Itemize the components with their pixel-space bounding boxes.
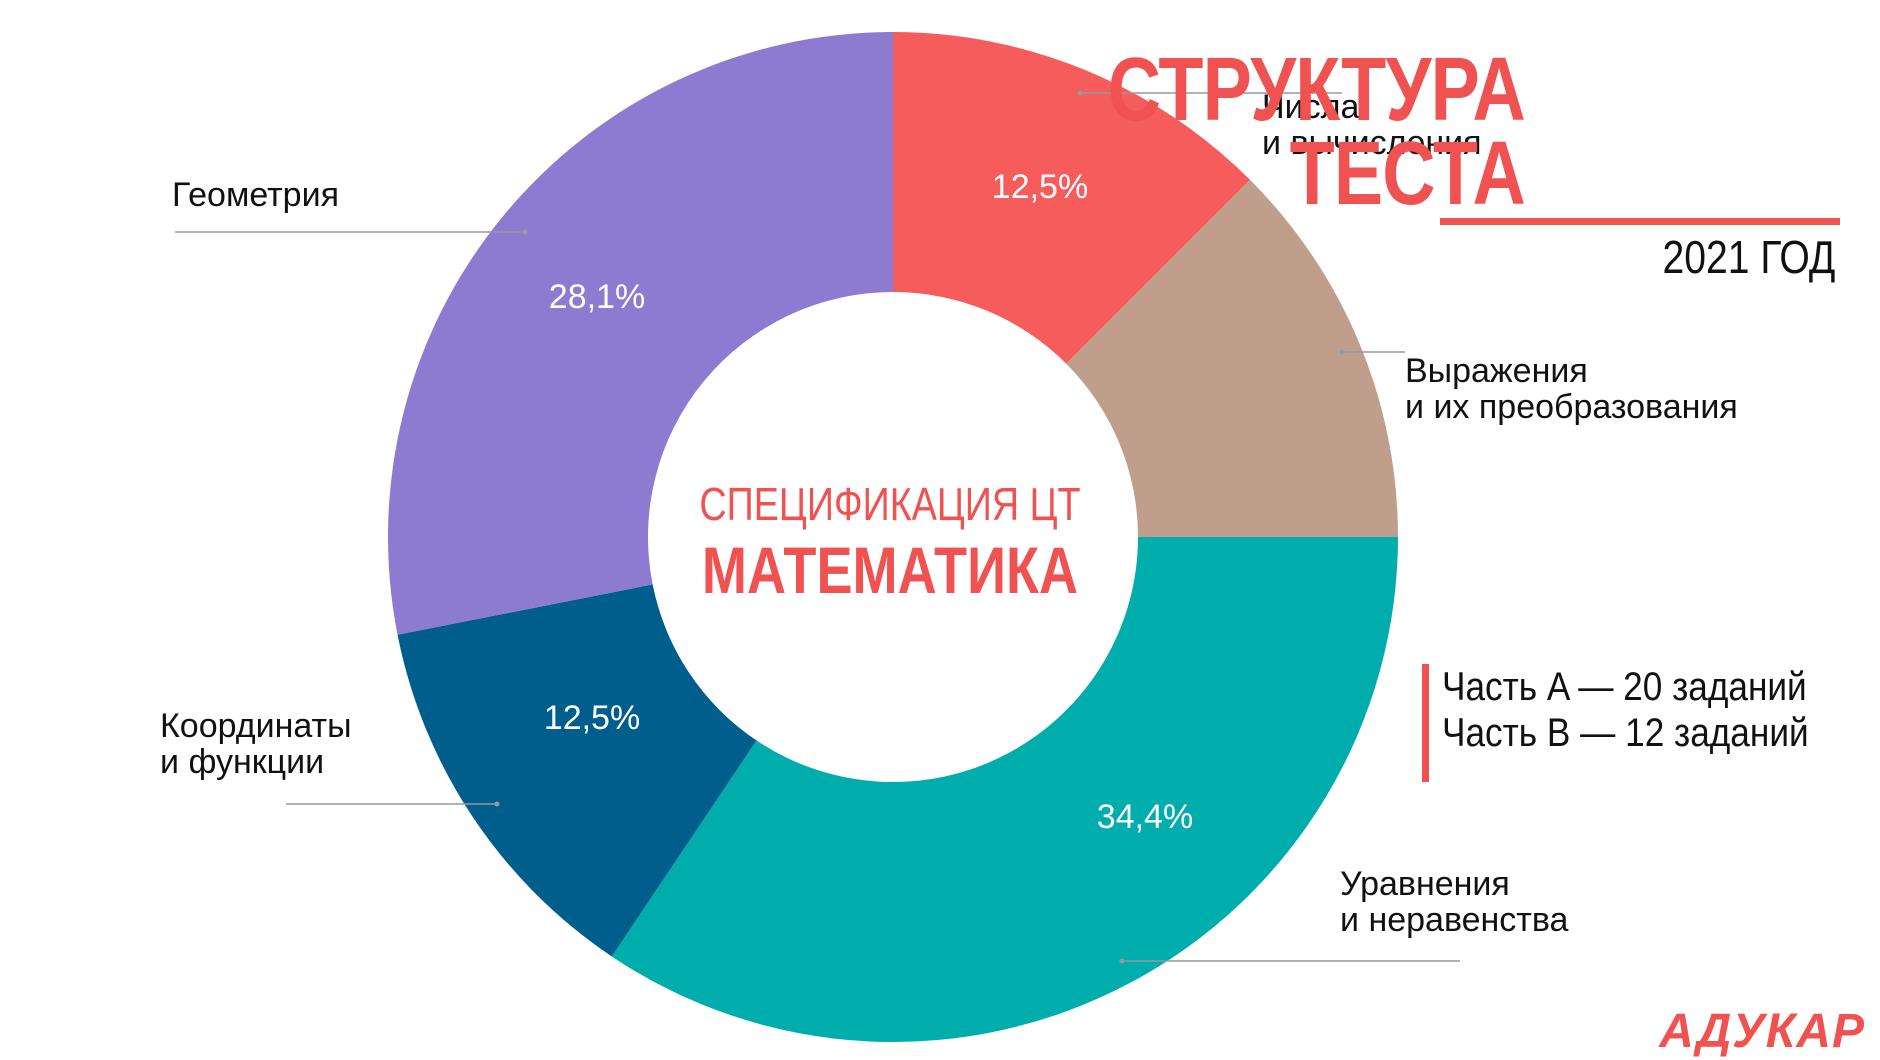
parts-accent-bar (1422, 664, 1429, 782)
center-title: МАТЕМАТИКА (701, 533, 1079, 607)
center-subtitle: СПЕЦИФИКАЦИЯ ЦТ (699, 478, 1081, 530)
adukar-logo[interactable]: АДУКАР (1659, 1005, 1865, 1058)
parts-note: Часть A — 20 заданий Часть B — 12 задани… (1422, 664, 1859, 782)
category-label-numbers: Числа и вычисления (1262, 88, 1482, 162)
category-label-coordinates: Координаты и функции (160, 707, 352, 781)
leader-dot-geometry (522, 229, 528, 235)
category-label-geometry: Геометрия (172, 176, 339, 214)
value-label-numbers: 12,5% (992, 168, 1088, 206)
title-line-2: ТЕСТА (1289, 124, 1526, 224)
leader-dot-coordinates (494, 801, 500, 807)
value-label-equations: 34,4% (1097, 798, 1193, 836)
chart-year: 2021 ГОД (1662, 231, 1835, 283)
leader-dot-equations (1119, 958, 1125, 964)
slice-equations (611, 537, 1398, 1042)
slice-expressions (1066, 179, 1398, 537)
slice-coordinates (397, 584, 757, 957)
value-label-coordinates: 12,5% (544, 699, 640, 737)
part-b-text: Часть B — 12 заданий (1442, 711, 1809, 755)
leader-dot-expressions (1339, 349, 1345, 355)
slice-geometry (387, 32, 893, 635)
title-underline (1440, 218, 1840, 225)
value-label-geometry: 28,1% (549, 278, 645, 316)
chart-title: СТРУКТУРА ТЕСТА (1099, 45, 1526, 219)
category-label-expressions: Выражения и их преобразования (1405, 352, 1738, 426)
part-a-text: Часть A — 20 заданий (1442, 665, 1807, 709)
title-line-1: СТРУКТУРА (1107, 40, 1526, 140)
leader-dot-numbers (1077, 90, 1083, 96)
category-label-equations: Уравнения и неравенства (1340, 865, 1569, 939)
slice-numbers (893, 32, 1251, 364)
